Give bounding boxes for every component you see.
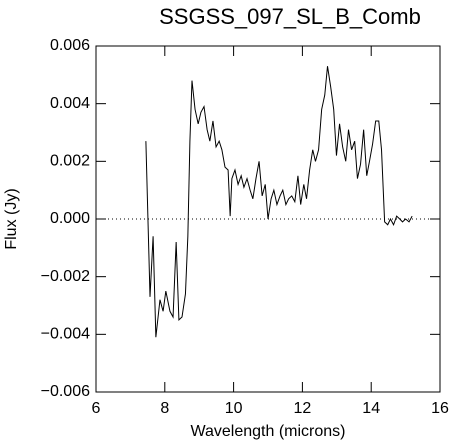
x-tick-label: 8 [160,400,169,417]
x-tick-label: 6 [92,400,101,417]
y-tick-label: 0.006 [50,37,90,54]
y-tick-label: 0.002 [50,153,90,170]
y-tick-label: −0.002 [41,268,90,285]
y-tick-label: −0.006 [41,383,90,400]
chart-title: SSGSS_097_SL_B_Comb [159,4,421,29]
x-tick-label: 14 [362,400,380,417]
y-tick-label: 0.004 [50,95,90,112]
x-tick-label: 10 [225,400,243,417]
spectrum-line [145,66,413,338]
x-axis-label: Wavelength (microns) [190,423,345,440]
x-tick-label: 12 [294,400,312,417]
y-axis-label: Flux (Jy) [3,188,20,249]
y-tick-label: 0.000 [50,210,90,227]
y-tick-label: −0.004 [41,326,90,343]
x-tick-label: 16 [431,400,449,417]
